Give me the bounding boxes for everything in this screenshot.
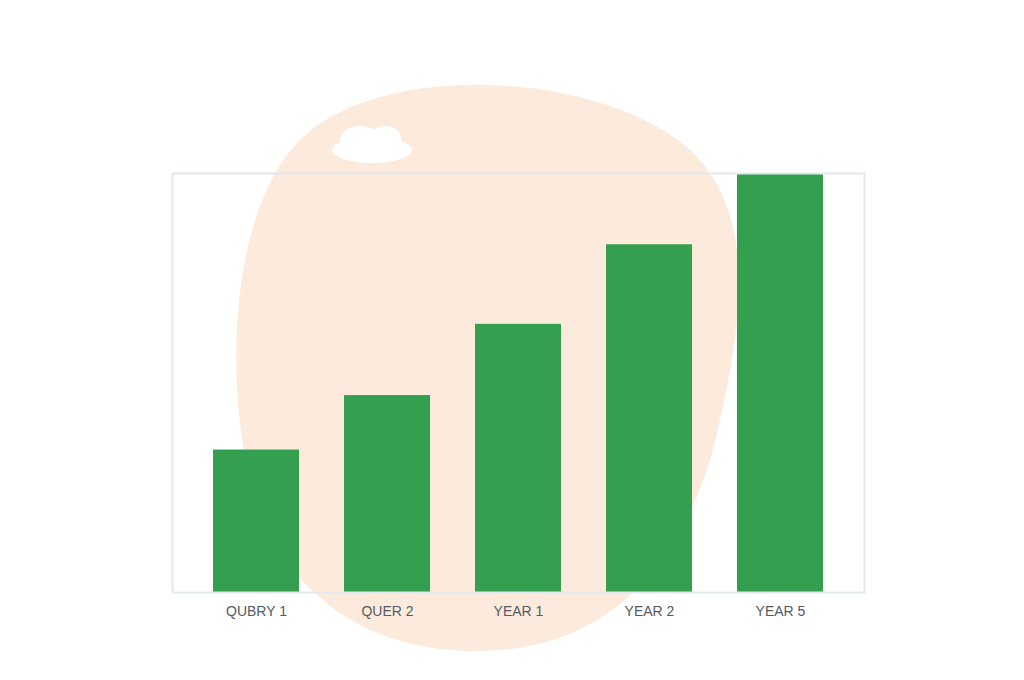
svg-text:QUBRY 1: QUBRY 1: [226, 603, 287, 619]
svg-text:YEAR 1: YEAR 1: [494, 603, 544, 619]
svg-text:QUER 2: QUER 2: [361, 603, 413, 619]
svg-text:YEAR 2: YEAR 2: [625, 603, 675, 619]
svg-text:YEAR 5: YEAR 5: [756, 603, 806, 619]
